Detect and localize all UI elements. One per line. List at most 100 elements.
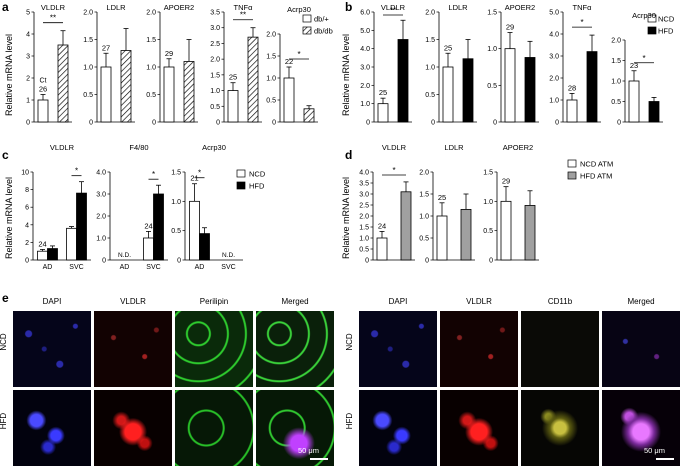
chart-b-9-ytick-label: 1.5 (611, 58, 621, 65)
chart-d-13-ytick-label: 4.0 (359, 170, 369, 177)
chart-c-10-ytick-label: 0 (25, 258, 29, 265)
chart-a-0-bar-1 (57, 44, 69, 123)
legend-c: NCD HFD (236, 170, 266, 191)
chart-d-13-ytick-label: 2.0 (359, 214, 369, 221)
chart-d-15-title: APOER2 (503, 143, 533, 152)
chart-a-2-ytick-label: 0.5 (146, 92, 156, 99)
micrograph-tile-vldlr-ncd (440, 311, 518, 387)
chart-b-8-sig-label: * (580, 18, 583, 27)
chart-d-13-bar-1 (400, 191, 412, 261)
legend-b-item-2: HFD (658, 27, 674, 36)
chart-a-1-ytick-label: 0 (89, 120, 93, 127)
chart-b-7-bar-0 (504, 48, 516, 123)
chart-a-0-ct-label: 26 (39, 85, 47, 94)
chart-a-4-title: Acrp30 (287, 5, 311, 14)
chart-a-4-sig-label: * (297, 50, 300, 59)
chart-a-1-ytick-label: 0.5 (83, 92, 93, 99)
chart-a-0-ytick-label: 4 (26, 32, 30, 39)
chart-c-11-category-label: AD (120, 264, 130, 271)
chart-b-7-ytick-label: 1.0 (487, 46, 497, 53)
chart-c-11-ytick-label: 4.0 (96, 170, 106, 177)
chart-a-1-ct-label: 27 (102, 43, 110, 52)
chart-c-11-sig-label: * (152, 170, 155, 179)
legend-d: NCD ATM HFD ATM (567, 160, 613, 181)
chart-b-9-sig-label: * (642, 54, 645, 63)
chart-d-13-ytick-label: 0.5 (359, 247, 369, 254)
legend-c-item-1: NCD (249, 170, 266, 179)
chart-c-11-ct-label: 24 (144, 221, 152, 230)
chart-d-14-ytick-label: 0.5 (419, 236, 429, 243)
legend-b-item-1: NCD (658, 15, 675, 24)
chart-c-11-ytick-label: 1.0 (96, 236, 106, 243)
micrograph-row-label: HFD (0, 412, 8, 430)
chart-d-13-ct-label: 24 (378, 221, 386, 230)
chart-c-10-ytick-label: 4 (25, 222, 29, 229)
chart-a-4-bar-0 (283, 77, 295, 123)
scale-bar-label: 50 μm (644, 446, 665, 455)
scale-bar (310, 458, 328, 460)
chart-c-12-ytick-label: 1.5 (171, 170, 181, 177)
chart-a-3-sig-label: ** (240, 11, 246, 20)
chart-b-8-title: TNFα (573, 3, 593, 12)
chart-b-5-ytick-label: 6.0 (360, 10, 370, 17)
chart-d-13-ytick-label: 0 (365, 258, 369, 265)
panel-letter-d: d (345, 148, 352, 162)
legend-d-item-2: HFD ATM (580, 172, 612, 181)
chart-a-0-ytick-label: 1 (26, 98, 30, 105)
chart-d-13-ytick-label: 2.5 (359, 203, 369, 210)
chart-a-4-ytick-label: 0.5 (266, 98, 276, 105)
chart-c-10-ytick-label: 10 (21, 170, 29, 177)
chart-b-6-ytick-label: 0.5 (425, 92, 435, 99)
chart-d-15-bar-1 (524, 205, 536, 261)
chart-d-14-bar-0 (436, 215, 448, 261)
legend-b: NCD HFD (647, 15, 675, 36)
chart-a-1-title: LDLR (106, 3, 126, 12)
chart-d-15-ytick-label: 1.5 (483, 170, 493, 177)
chart-a-4-bar-1 (303, 108, 315, 123)
micrograph-column-header: DAPI (388, 297, 408, 306)
chart-b-8-bar-1 (586, 51, 598, 123)
chart-c-11-bar-1-0 (143, 237, 154, 261)
chart-d-13-title: VLDLR (382, 143, 407, 152)
chart-b-7-ct-label: 29 (506, 23, 514, 32)
chart-d-15-ct-label: 29 (502, 177, 510, 186)
chart-d-14-title: LDLR (444, 143, 464, 152)
chart-a-3-title: TNFα (234, 3, 254, 12)
chart-a-0-ytick-label: 0 (26, 120, 30, 127)
micrograph-tile-merged-ncd (256, 311, 334, 387)
micrograph-tile-dapi-ncd (13, 311, 91, 387)
micrograph-tile-vldlr-hfd (94, 390, 172, 466)
chart-a-3-ytick-label: 3.5 (210, 10, 220, 17)
chart-a-3-ytick-label: 1.0 (210, 88, 220, 95)
micrograph-column-header: VLDLR (466, 297, 492, 306)
chart-c-10-sig-label: * (75, 167, 78, 176)
chart-b-7-ytick-label: 0.5 (487, 83, 497, 90)
micrograph-row-label: NCD (0, 333, 8, 351)
micrograph-tile-perilipin-hfd (175, 390, 253, 466)
chart-b-8-ytick-label: 4.0 (549, 32, 559, 39)
micrograph-tile-dapi-hfd (13, 390, 91, 466)
chart-b-8-ytick-label: 0 (555, 120, 559, 127)
chart-b-5-title: VLDLR (381, 3, 406, 12)
chart-b-9-ytick-label: 0 (617, 120, 621, 127)
chart-c-10-ytick-label: 2 (25, 240, 29, 247)
chart-c-10-category-label: AD (43, 264, 53, 271)
chart-d-13-sig-label: * (392, 166, 395, 175)
chart-c-11-title: F4/80 (129, 143, 148, 152)
legend-a: db/+ db/db (302, 15, 333, 36)
chart-d-14-ytick-label: 2.0 (419, 170, 429, 177)
chart-c-10-ytick-label: 8 (25, 187, 29, 194)
chart-a-2-title: APOER2 (164, 3, 194, 12)
chart-c-10-bar-1-1 (76, 192, 87, 261)
micrograph-tile-perilipin-ncd (175, 311, 253, 387)
chart-b-5-ytick-label: 0 (366, 120, 370, 127)
chart-a-0-title: VLDLR (41, 3, 66, 12)
chart-d-14-ytick-label: 0 (425, 258, 429, 265)
chart-a-3-ct-label: 25 (229, 73, 237, 82)
chart-b-5-sig-label: ** (390, 6, 396, 15)
chart-b-5-ytick-label: 2.0 (360, 83, 370, 90)
chart-b-5-ytick-label: 5.0 (360, 28, 370, 35)
chart-b-8-ytick-label: 1.0 (549, 98, 559, 105)
chart-b-9-title: Acrp30 (632, 11, 656, 20)
chart-d-13-ytick-label: 1.0 (359, 236, 369, 243)
